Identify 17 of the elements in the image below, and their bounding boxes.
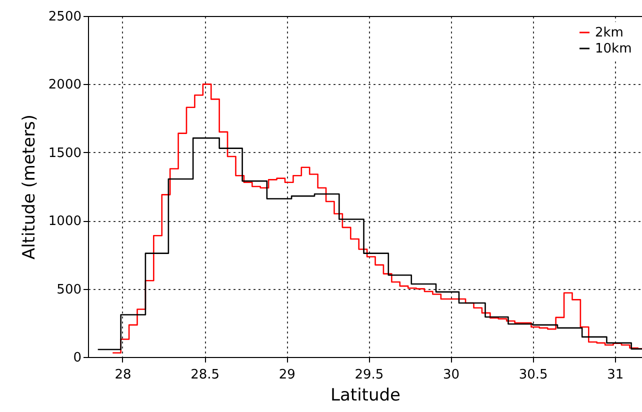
x-tick-label: 29.5 xyxy=(354,368,384,382)
y-tick-label: 500 xyxy=(56,282,82,298)
y-tick-label: 2000 xyxy=(48,78,82,93)
y-tick-label: 1500 xyxy=(48,146,82,161)
legend-label: 10km xyxy=(595,42,632,56)
x-tick-label: 31 xyxy=(607,368,624,382)
y-tick-label: 2500 xyxy=(48,10,82,24)
x-tick-label: 28.5 xyxy=(190,368,220,382)
y-tick-label: 1000 xyxy=(48,214,82,230)
legend-label: 2km xyxy=(595,26,624,40)
x-tick-label: 30.5 xyxy=(518,368,548,382)
x-tick-label: 28 xyxy=(114,368,132,382)
x-tick-label: 29 xyxy=(278,368,296,382)
y-axis-title: Altitude (meters) xyxy=(19,114,40,260)
x-axis-title: Latitude xyxy=(330,386,400,406)
y-tick-label: 0 xyxy=(73,350,82,366)
x-tick-label: 30 xyxy=(442,368,460,382)
